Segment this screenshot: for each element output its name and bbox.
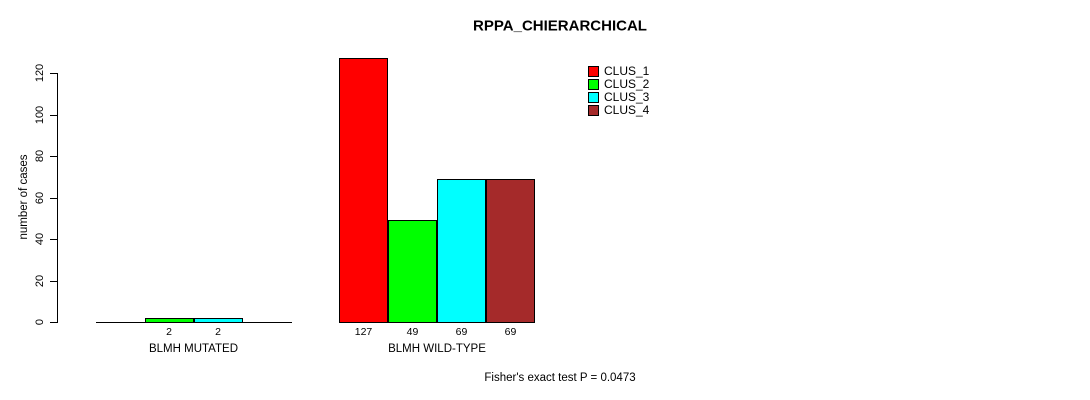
y-tick [50,280,57,282]
y-tick [50,114,57,116]
y-tick [50,73,57,74]
y-axis-line [57,73,58,323]
chart-title: RPPA_CHIERARCHICAL [473,17,647,35]
legend-swatch [588,66,599,77]
y-axis-label: number of cases [18,154,30,240]
legend-label: CLUS_2 [604,77,650,91]
bar-value-label: 49 [406,326,419,338]
legend-swatch [588,105,599,116]
group-label: BLMH WILD-TYPE [388,343,486,355]
legend-label: CLUS_4 [604,103,650,117]
bar-value-label: 2 [215,326,221,338]
y-tick-label: 120 [34,63,46,83]
group-label: BLMH MUTATED [148,343,239,355]
y-tick-label: 40 [34,232,46,246]
bar-CLUS_2 [144,317,194,323]
bar-CLUS_3 [193,317,243,323]
y-tick [50,156,57,157]
bar-CLUS_4 [486,178,535,323]
y-tick-label: 100 [34,105,46,124]
y-tick [50,239,57,240]
bar-value-label: 2 [166,326,172,338]
legend-label: CLUS_3 [604,90,650,104]
y-tick-label: 80 [34,149,46,163]
bar-value-label: 69 [504,326,517,338]
y-tick-label: 20 [34,274,46,287]
legend-swatch [588,92,599,103]
bar-value-label: 69 [455,326,468,338]
bar-CLUS_1 [339,58,388,323]
legend-label: CLUS_1 [604,64,650,78]
y-tick-label: 60 [34,191,46,204]
bar-value-label: 127 [354,326,373,338]
legend-swatch [588,79,599,90]
y-tick [50,197,57,199]
fisher-test-annotation: Fisher's exact test P = 0.0473 [484,372,636,384]
bar-CLUS_2 [388,220,437,323]
y-tick [50,322,57,323]
y-tick-label: 0 [34,318,46,326]
bar-CLUS_3 [437,178,486,323]
